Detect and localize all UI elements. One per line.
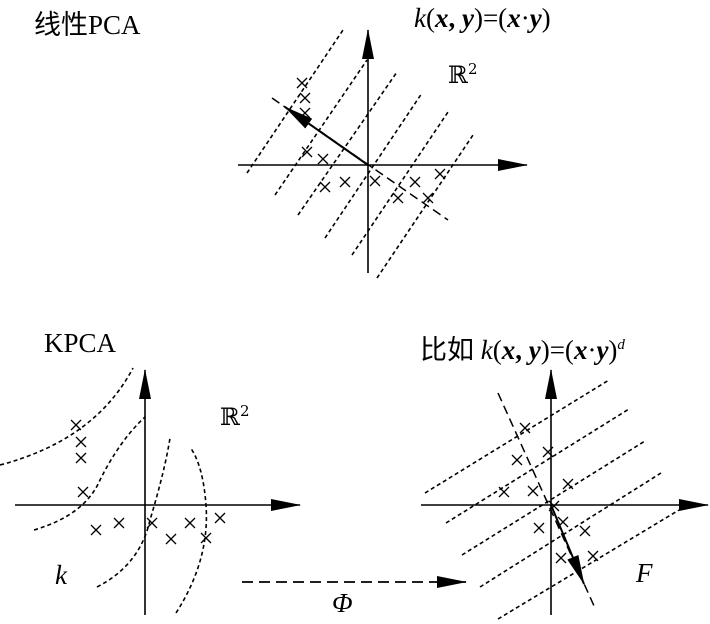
space-symbol: ℝ <box>220 403 240 431</box>
poly-kernel-formula: 比如 k(x, y)=(x·y)d <box>420 328 625 367</box>
formula-part: , <box>515 335 529 365</box>
formula-prefix: 比如 <box>420 335 481 365</box>
dotted-line <box>479 472 662 588</box>
formula-part: )=( <box>540 335 574 365</box>
formula-part: x <box>507 3 521 33</box>
data-point-cross <box>296 77 308 89</box>
data-point-cross <box>200 532 212 544</box>
data-point-cross <box>301 146 313 158</box>
linear-kernel-formula: k(x, y)=(x·y) <box>414 3 551 34</box>
data-point-cross <box>339 176 351 188</box>
formula-part: x <box>573 335 588 365</box>
contour-curve <box>96 437 171 588</box>
space-exponent: 2 <box>239 402 250 420</box>
data-point-cross <box>75 452 87 464</box>
data-points <box>70 419 226 545</box>
formula-part: k <box>414 3 426 33</box>
curved-contours <box>0 367 208 614</box>
data-point-cross <box>165 533 177 545</box>
data-points <box>296 77 446 204</box>
data-point-cross <box>369 175 381 187</box>
data-point-cross <box>90 524 102 536</box>
linear-pca-plot <box>238 29 528 279</box>
data-point-cross <box>519 422 531 434</box>
linear-pca-title: 线性PCA <box>34 10 141 40</box>
space-symbol: ℝ <box>448 61 468 89</box>
data-point-cross <box>533 522 545 534</box>
contour-curve <box>0 367 134 466</box>
data-point-cross <box>113 517 125 529</box>
space-exponent: 2 <box>467 60 478 78</box>
formula-part: x <box>434 3 449 33</box>
principal-component-arrow <box>284 106 369 166</box>
phi-mapping-label: Φ <box>332 588 353 618</box>
formula-part: · <box>520 3 530 33</box>
feature-space-label: F <box>636 558 653 588</box>
data-point-cross <box>77 486 89 498</box>
dotted-line <box>497 509 680 620</box>
data-point-cross <box>319 181 331 193</box>
data-point-cross <box>542 446 554 458</box>
dotted-contour-lines <box>424 379 680 620</box>
formula-part: k <box>480 335 493 365</box>
data-point-cross <box>299 92 311 104</box>
dotted-line <box>461 440 646 556</box>
dotted-line <box>246 29 344 174</box>
formula-part: y <box>461 3 474 33</box>
data-point-cross <box>317 153 329 165</box>
dotted-line <box>274 59 368 196</box>
principal-component-arrow <box>550 504 585 585</box>
data-point-cross <box>409 176 421 188</box>
dotted-line <box>297 71 398 216</box>
formula-part: , <box>448 3 462 33</box>
formula-part: · <box>587 335 597 365</box>
data-point-cross <box>579 525 591 537</box>
data-point-cross <box>422 192 434 204</box>
feature-space-plot <box>421 369 709 620</box>
r2-space-label: ℝ2 <box>448 60 478 89</box>
kernel-k-label: k <box>55 560 67 590</box>
contour-curve <box>175 446 208 614</box>
formula-part: ( <box>492 335 502 365</box>
formula-exponent: d <box>617 337 625 353</box>
r2-space-label: ℝ2 <box>220 402 250 431</box>
data-point-cross <box>392 192 404 204</box>
data-point-cross <box>214 512 226 524</box>
data-point-cross <box>498 486 510 498</box>
data-point-cross <box>587 550 599 562</box>
data-point-cross <box>555 552 567 564</box>
formula-part: )=( <box>473 3 508 33</box>
data-point-cross <box>70 419 82 431</box>
contour-curve <box>33 416 146 531</box>
kpca-title: KPCA <box>44 328 117 358</box>
data-point-cross <box>562 478 574 490</box>
dotted-contour-lines <box>246 29 474 279</box>
formula-part: ( <box>425 3 435 33</box>
formula-part: x <box>501 335 516 365</box>
formula-part: y <box>528 335 541 365</box>
dotted-line <box>351 111 449 256</box>
data-point-cross <box>75 436 87 448</box>
dotted-line <box>445 408 630 524</box>
data-points <box>498 422 599 564</box>
data-point-cross <box>299 107 311 119</box>
data-point-cross <box>184 517 196 529</box>
formula-part: y <box>596 335 609 365</box>
formula-part: y <box>529 3 542 33</box>
data-point-cross <box>527 485 539 497</box>
data-point-cross <box>434 168 446 180</box>
data-point-cross <box>146 517 158 529</box>
data-point-cross <box>511 454 523 466</box>
data-point-cross <box>557 516 569 528</box>
data-point-cross <box>548 500 560 512</box>
formula-part: ) <box>608 335 618 365</box>
dotted-line <box>376 134 474 279</box>
formula-part: ) <box>541 3 551 33</box>
kpca-input-plot <box>0 367 301 615</box>
